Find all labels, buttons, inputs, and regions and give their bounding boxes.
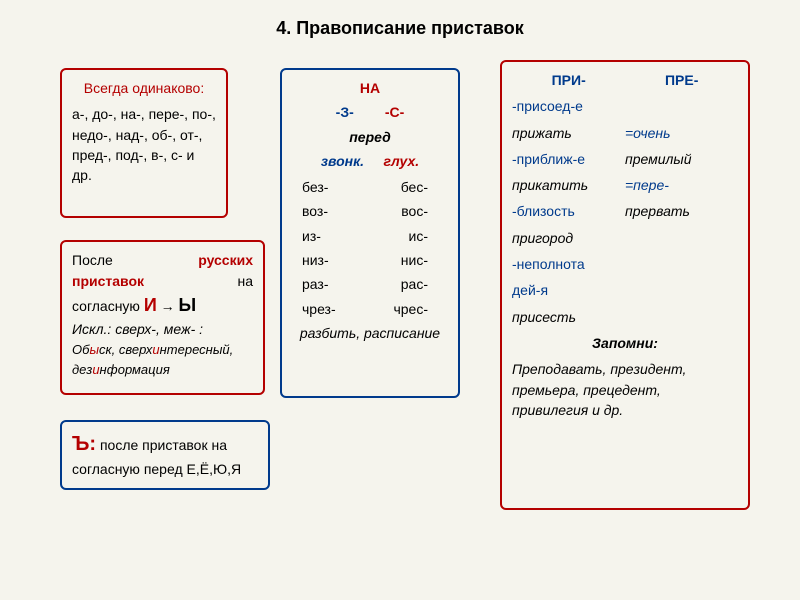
pri-pre-row: -присоед-е bbox=[512, 96, 738, 116]
box4-line3: согласную И → Ы bbox=[72, 292, 253, 319]
box-invariable-prefixes: Всегда одинаково: а-, до-, на-, пере-, п… bbox=[60, 68, 228, 218]
box3-rows: -присоед-е прижать=очень -приближ-епремилы… bbox=[512, 96, 738, 327]
pri-pre-row: -приближ-епремилый bbox=[512, 149, 738, 169]
box2-pered: перед bbox=[292, 127, 448, 147]
prefix-pair: без-бес- bbox=[302, 177, 448, 197]
box5-b: Ъ: bbox=[72, 433, 96, 455]
pri-pre-row: -близостьпрервать bbox=[512, 201, 738, 221]
pri-pre-row: прикатить=пере- bbox=[512, 175, 738, 195]
prefix-pair: низ-нис- bbox=[302, 250, 448, 270]
box4-i: И bbox=[144, 295, 157, 315]
box4-line5: Обыск, сверхинтересный, дезинформация bbox=[72, 340, 253, 379]
box4-arrow: → bbox=[157, 298, 179, 314]
box5-text: после приставок на согласную перед Е,Ё,Ю… bbox=[72, 437, 241, 477]
box2-pairs: без-бес-воз-вос-из-ис-низ-нис-раз-рас-чр… bbox=[292, 177, 448, 319]
b4l5i2: и bbox=[92, 362, 99, 377]
box4-l2a: приставок bbox=[72, 271, 144, 292]
box-pri-pre: ПРИ- ПРЕ- -присоед-е прижать=очень -прибли… bbox=[500, 60, 750, 510]
box2-s: -С- bbox=[385, 104, 404, 120]
prefix-pair: воз-вос- bbox=[302, 201, 448, 221]
b4l5y: ы bbox=[89, 342, 99, 357]
pri-pre-row: прижать=очень bbox=[512, 123, 738, 143]
prefix-pair: чрез-чрес- bbox=[302, 299, 448, 319]
pri-pre-row: пригород bbox=[512, 228, 738, 248]
box2-zvgl: звонк. глух. bbox=[292, 151, 448, 171]
b4l5b: ск, сверх bbox=[99, 342, 152, 357]
box4-l1a: После bbox=[72, 250, 113, 271]
box4-y: Ы bbox=[179, 295, 197, 315]
box-i-y-after-prefix: После русских приставок на согласную И →… bbox=[60, 240, 265, 395]
box3-zap: Запомни: bbox=[512, 333, 738, 353]
pri-pre-row: -неполнота bbox=[512, 254, 738, 274]
box3-header: ПРИ- ПРЕ- bbox=[512, 70, 738, 90]
b4l5i: и bbox=[152, 342, 159, 357]
pri-pre-row: присесть bbox=[512, 307, 738, 327]
box4-line2: приставок на bbox=[72, 271, 253, 292]
box2-zs-row: -З- -С- bbox=[292, 102, 448, 122]
box1-head: Всегда одинаково: bbox=[72, 78, 216, 98]
pri-pre-row: дей-я bbox=[512, 280, 738, 300]
prefix-pair: раз-рас- bbox=[302, 274, 448, 294]
page-title: 4. Правописание приставок bbox=[0, 0, 800, 39]
box4-line1: После русских bbox=[72, 250, 253, 271]
box2-foot: разбить, расписание bbox=[292, 323, 448, 343]
box2-zv: звонк. bbox=[321, 153, 364, 169]
box2-na: НА bbox=[292, 78, 448, 98]
box1-body: а-, до-, на-, пере-, по-, недо-, над-, о… bbox=[72, 104, 216, 185]
box4-l3a: согласную bbox=[72, 298, 144, 314]
prefix-pair: из-ис- bbox=[302, 226, 448, 246]
b4l5d: нформация bbox=[100, 362, 170, 377]
box2-z: -З- bbox=[336, 104, 354, 120]
box-z-s-prefixes: НА -З- -С- перед звонк. глух. без-бес-во… bbox=[280, 68, 460, 398]
box3-pre: ПРЕ- bbox=[665, 70, 698, 90]
box4-line4: Искл.: сверх-, меж- : bbox=[72, 319, 253, 340]
box4-l2b: на bbox=[237, 271, 253, 292]
box3-zlist: Преподавать, президент, премьера, прецед… bbox=[512, 359, 738, 420]
box3-pri: ПРИ- bbox=[552, 70, 586, 90]
b4l5a: Об bbox=[72, 342, 89, 357]
box2-gl: глух. bbox=[384, 153, 420, 169]
box-hard-sign: Ъ: после приставок на согласную перед Е,… bbox=[60, 420, 270, 490]
box4-l1b: русских bbox=[198, 250, 253, 271]
